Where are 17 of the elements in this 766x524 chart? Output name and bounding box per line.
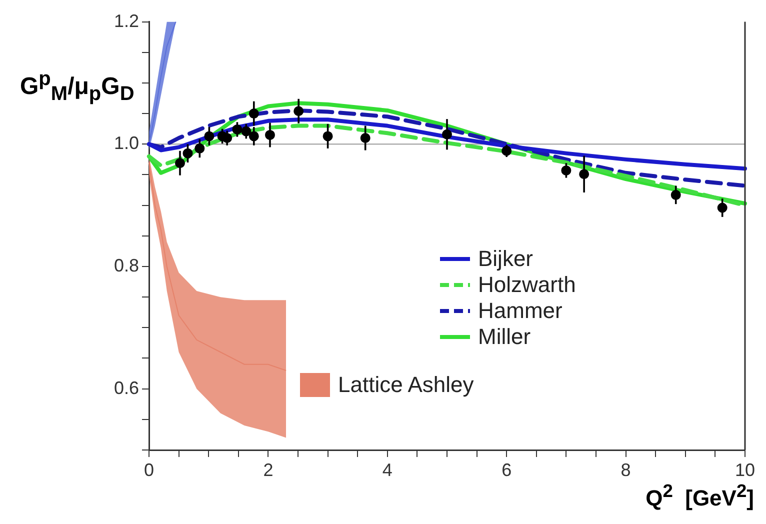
legend-label: Miller xyxy=(478,324,531,350)
x-tick-label: 6 xyxy=(502,460,512,480)
legend-label: Lattice Ashley xyxy=(338,372,474,398)
legend-label: Bijker xyxy=(478,246,534,272)
y-tick-label: 1.2 xyxy=(114,10,139,31)
y-tick-label: 0.6 xyxy=(114,378,139,398)
legend-label: Holzwarth xyxy=(478,272,576,298)
y-tick-label: 0.8 xyxy=(114,255,139,276)
x-tick-label: 8 xyxy=(620,460,631,480)
legend-label: Hammer xyxy=(478,298,562,324)
x-tick-label: 0 xyxy=(144,460,154,480)
y-axis-title: G$^{p}$$_{M}$/μ$_{p}$G$_{D}$ xyxy=(20,68,134,106)
x-tick-label: 4 xyxy=(382,460,392,480)
x-tick-label: 10 xyxy=(734,460,756,480)
x-tick-label: 2 xyxy=(263,460,274,480)
x-axis-title: Q$^{2}$ [GeV$^{2}$] xyxy=(646,480,754,512)
y-tick-label: 1.0 xyxy=(114,133,139,154)
